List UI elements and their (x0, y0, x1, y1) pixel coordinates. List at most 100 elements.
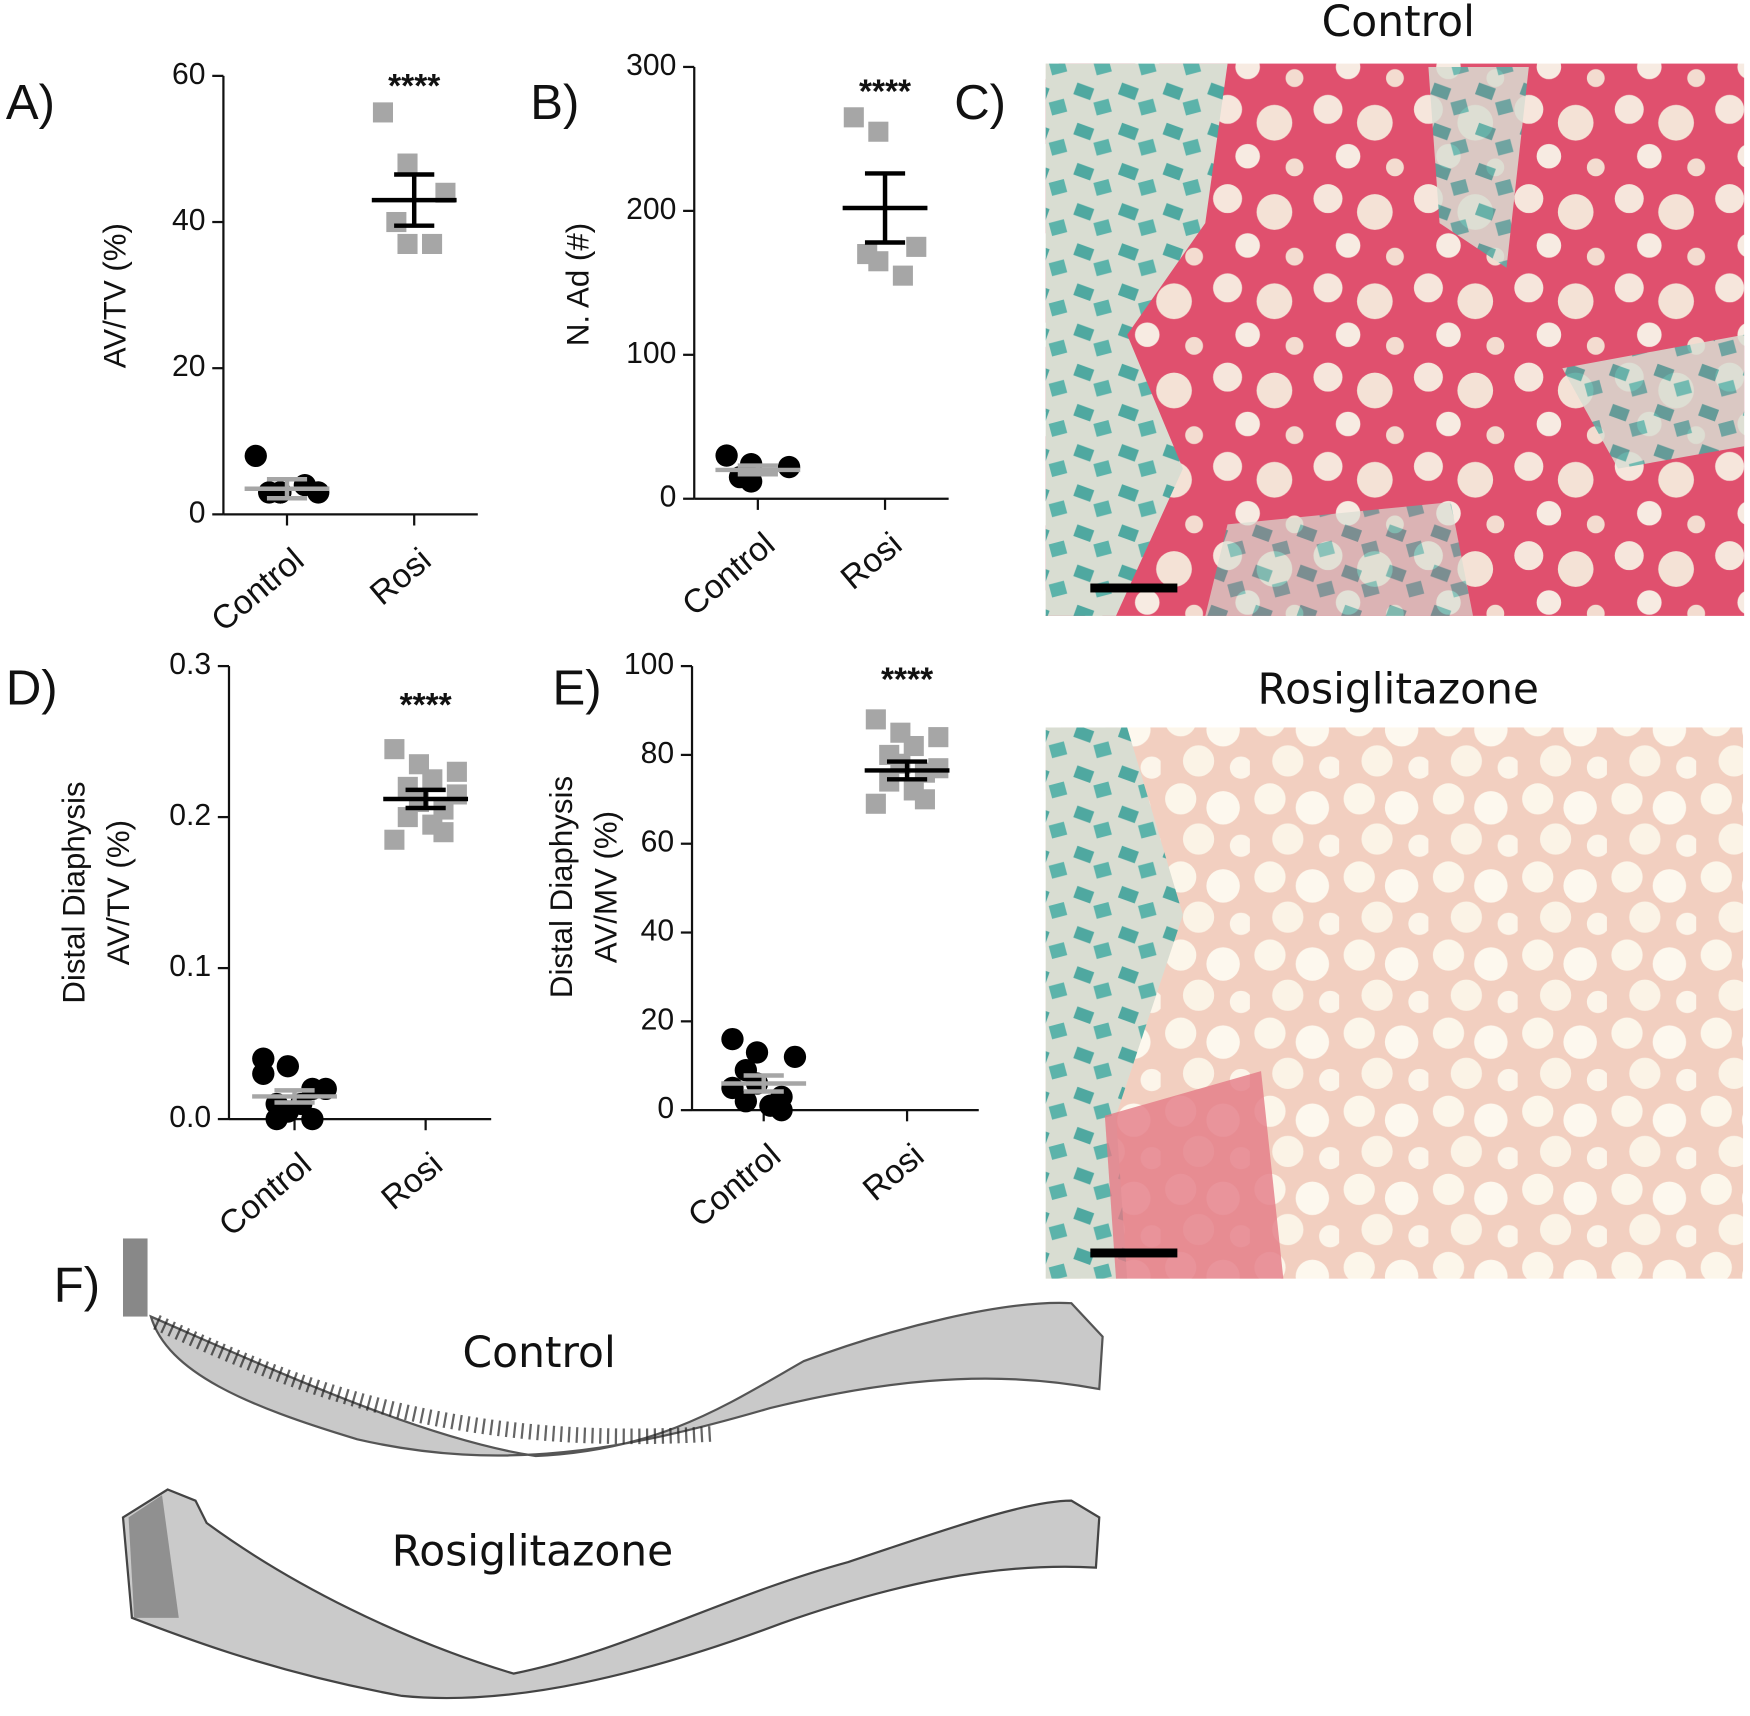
data-point (906, 236, 927, 257)
image-title: Rosiglitazone (392, 1527, 673, 1576)
y-axis-label: AV/MV (%) (589, 811, 624, 963)
panel-label: B) (530, 76, 579, 130)
chart-panel: A) 0 20 40 60 AV/TV (%) Control Rosi **** (6, 58, 478, 639)
x-tick-label: Rosi (856, 1137, 931, 1208)
significance: **** (881, 662, 933, 699)
data-point (265, 1107, 288, 1131)
image-title: Control (1322, 0, 1475, 46)
sem-bar (266, 477, 308, 501)
sem-bar (743, 1073, 784, 1094)
y-tick-label: 0 (189, 496, 206, 529)
data-point (435, 182, 456, 203)
y-tick-label: 100 (624, 648, 674, 681)
x-tick-label: Control (676, 526, 782, 624)
chart-panel: E) 0 20 40 60 80 100 Distal Diaphysis AV/MV (%) C… (544, 648, 979, 1235)
data-point (843, 107, 864, 128)
y-tick-label: 300 (626, 49, 676, 82)
panel-label: F) (54, 1259, 100, 1313)
data-point (433, 822, 454, 843)
histology-control (1045, 63, 1745, 616)
sem-bar (394, 172, 435, 228)
y-tick-label: 20 (172, 350, 206, 383)
y-tick-label: 100 (626, 337, 676, 370)
data-point (868, 121, 889, 142)
y-tick-label: 0.2 (169, 799, 211, 832)
sem-bar (737, 463, 778, 477)
panel-label: A) (6, 76, 55, 130)
sem-bar (274, 1088, 315, 1105)
charts: A) 0 20 40 60 AV/TV (%) Control Rosi **** B) 0 100 2… (6, 49, 979, 1244)
y-tick-label: 80 (641, 737, 675, 770)
y-tick-label: 60 (172, 58, 206, 91)
y-axis-label: AV/TV (%) (101, 820, 136, 965)
sem-bar (864, 171, 906, 245)
data-point (865, 793, 886, 814)
y-axis-label: Distal Diaphysis (544, 776, 579, 998)
data-point (422, 233, 443, 254)
y-axis-label: N. Ad (#) (561, 223, 596, 346)
data-point (721, 1027, 744, 1051)
y-tick-label: 40 (172, 204, 206, 237)
data-point (715, 444, 738, 467)
y-axis-label: AV/TV (%) (98, 223, 133, 368)
x-tick-label: Control (212, 1146, 318, 1244)
sem-bar (886, 759, 928, 782)
data-point (252, 1062, 275, 1085)
data-point (868, 251, 889, 272)
y-tick-label: 0.1 (169, 950, 211, 983)
sem-bar (405, 787, 446, 811)
data-point (422, 769, 443, 790)
significance: **** (859, 74, 911, 111)
panel-label: E) (553, 662, 602, 716)
x-tick-label: Control (205, 541, 311, 639)
data-point (783, 1045, 807, 1069)
x-tick-label: Rosi (375, 1146, 450, 1217)
chart-panel: D) 0.0 0.1 0.2 0.3 Distal Diaphysis AV/TV (%) C… (6, 648, 492, 1244)
histology-rosiglitazone (1045, 727, 1744, 1279)
bone-control (122, 1238, 1104, 1458)
data-point (372, 102, 394, 123)
data-point (446, 761, 467, 782)
x-tick-label: Control (681, 1137, 787, 1235)
y-axis-label: Distal Diaphysis (56, 781, 91, 1003)
data-point (721, 1076, 744, 1100)
image-title: Control (463, 1328, 616, 1377)
y-tick-label: 0.0 (169, 1101, 211, 1134)
data-point (903, 735, 924, 757)
data-point (892, 265, 913, 286)
bone-rosiglitazone (121, 1488, 1101, 1700)
y-tick-label: 60 (641, 826, 675, 859)
panel-label: D) (6, 662, 58, 716)
data-point (928, 727, 949, 748)
x-tick-label: Rosi (363, 541, 438, 612)
data-point (777, 455, 801, 479)
y-tick-label: 0 (660, 481, 677, 514)
y-tick-label: 0.3 (169, 648, 211, 681)
y-tick-label: 40 (641, 914, 675, 947)
data-point (276, 1055, 300, 1078)
panel-label: C) (954, 76, 1006, 130)
data-point (446, 784, 467, 805)
y-tick-label: 20 (641, 1003, 675, 1036)
image-title: Rosiglitazone (1258, 664, 1539, 713)
data-point (397, 807, 418, 828)
data-point (384, 829, 405, 850)
significance: **** (388, 68, 440, 105)
data-point (914, 789, 935, 810)
data-point (745, 1041, 769, 1064)
significance: **** (400, 687, 452, 724)
chart-panel: B) 0 100 200 300 N. Ad (#) Control Rosi **** (530, 49, 949, 624)
data-point (397, 233, 418, 254)
y-tick-label: 200 (626, 193, 676, 226)
data-point (384, 739, 405, 760)
data-point (865, 709, 886, 730)
data-point (397, 153, 418, 174)
data-point (386, 211, 407, 233)
data-point (408, 754, 429, 775)
x-tick-label: Rosi (834, 526, 909, 597)
y-tick-label: 0 (657, 1092, 674, 1125)
data-point (770, 1098, 793, 1122)
data-point (244, 444, 267, 468)
